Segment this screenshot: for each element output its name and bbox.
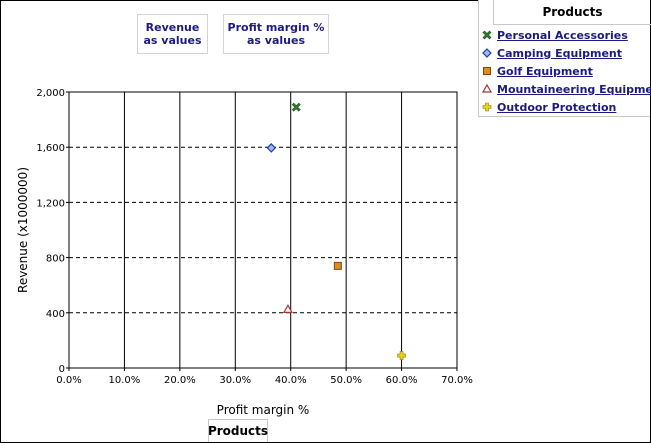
data-point-personal-accessories[interactable] [291,102,301,112]
legend-item-camping-equipment[interactable]: Camping Equipment [481,45,649,61]
x-tick-label: 0.0% [56,375,81,386]
profit-margin-measure-button[interactable]: Profit margin % as values [223,14,329,54]
data-point-golf-equipment[interactable] [333,261,342,270]
data-point-mountaineering-equipment[interactable] [282,304,293,313]
legend-item-mountaineering-equipment[interactable]: Mountaineering Equipment [481,81,651,97]
y-tick-label: 800 [46,254,65,265]
legend-item-label: Mountaineering Equipment [497,82,651,96]
x-tick-label: 40.0% [275,375,307,386]
y-tick-label: 400 [46,309,65,320]
revenue-measure-button[interactable]: Revenue as values [137,14,208,54]
camping-equipment-marker-icon [482,48,492,58]
legend-title[interactable]: Products [493,0,651,25]
legend-item-golf-equipment[interactable]: Golf Equipment [481,63,649,79]
y-tick-label: 0 [59,364,65,375]
x-tick-label: 60.0% [386,375,418,386]
x-axis-title: Profit margin % [217,403,310,417]
legend-item-label: Golf Equipment [497,64,593,78]
data-point-camping-equipment[interactable] [266,143,277,153]
legend-item-label: Personal Accessories [497,28,628,42]
x-tick-label: 30.0% [219,375,251,386]
golf-equipment-marker-icon [483,67,491,75]
legend: Products Personal Accessories Camping Equ… [478,0,651,117]
legend-item-outdoor-protection[interactable]: Outdoor Protection [481,99,649,115]
legend-item-label: Camping Equipment [497,46,623,60]
legend-item-personal-accessories[interactable]: Personal Accessories [481,27,649,43]
x-tick-label: 70.0% [441,375,473,386]
y-tick-label: 1,200 [36,198,65,209]
y-tick-label: 1,600 [36,143,65,154]
x-tick-label: 20.0% [164,375,196,386]
mountaineering-equipment-marker-icon [481,83,493,93]
x-tick-label: 50.0% [330,375,362,386]
outdoor-protection-marker-icon [482,102,492,112]
x-tick-label: 10.0% [109,375,141,386]
plot-area [68,91,458,369]
data-point-outdoor-protection[interactable] [397,351,406,360]
y-axis-title: Revenue (x1000000) [16,167,30,293]
products-axis-tab[interactable]: Products [208,419,268,442]
legend-item-label: Outdoor Protection [497,100,617,114]
y-tick-label: 2,000 [36,88,65,99]
personal-accessories-marker-icon [482,30,492,40]
